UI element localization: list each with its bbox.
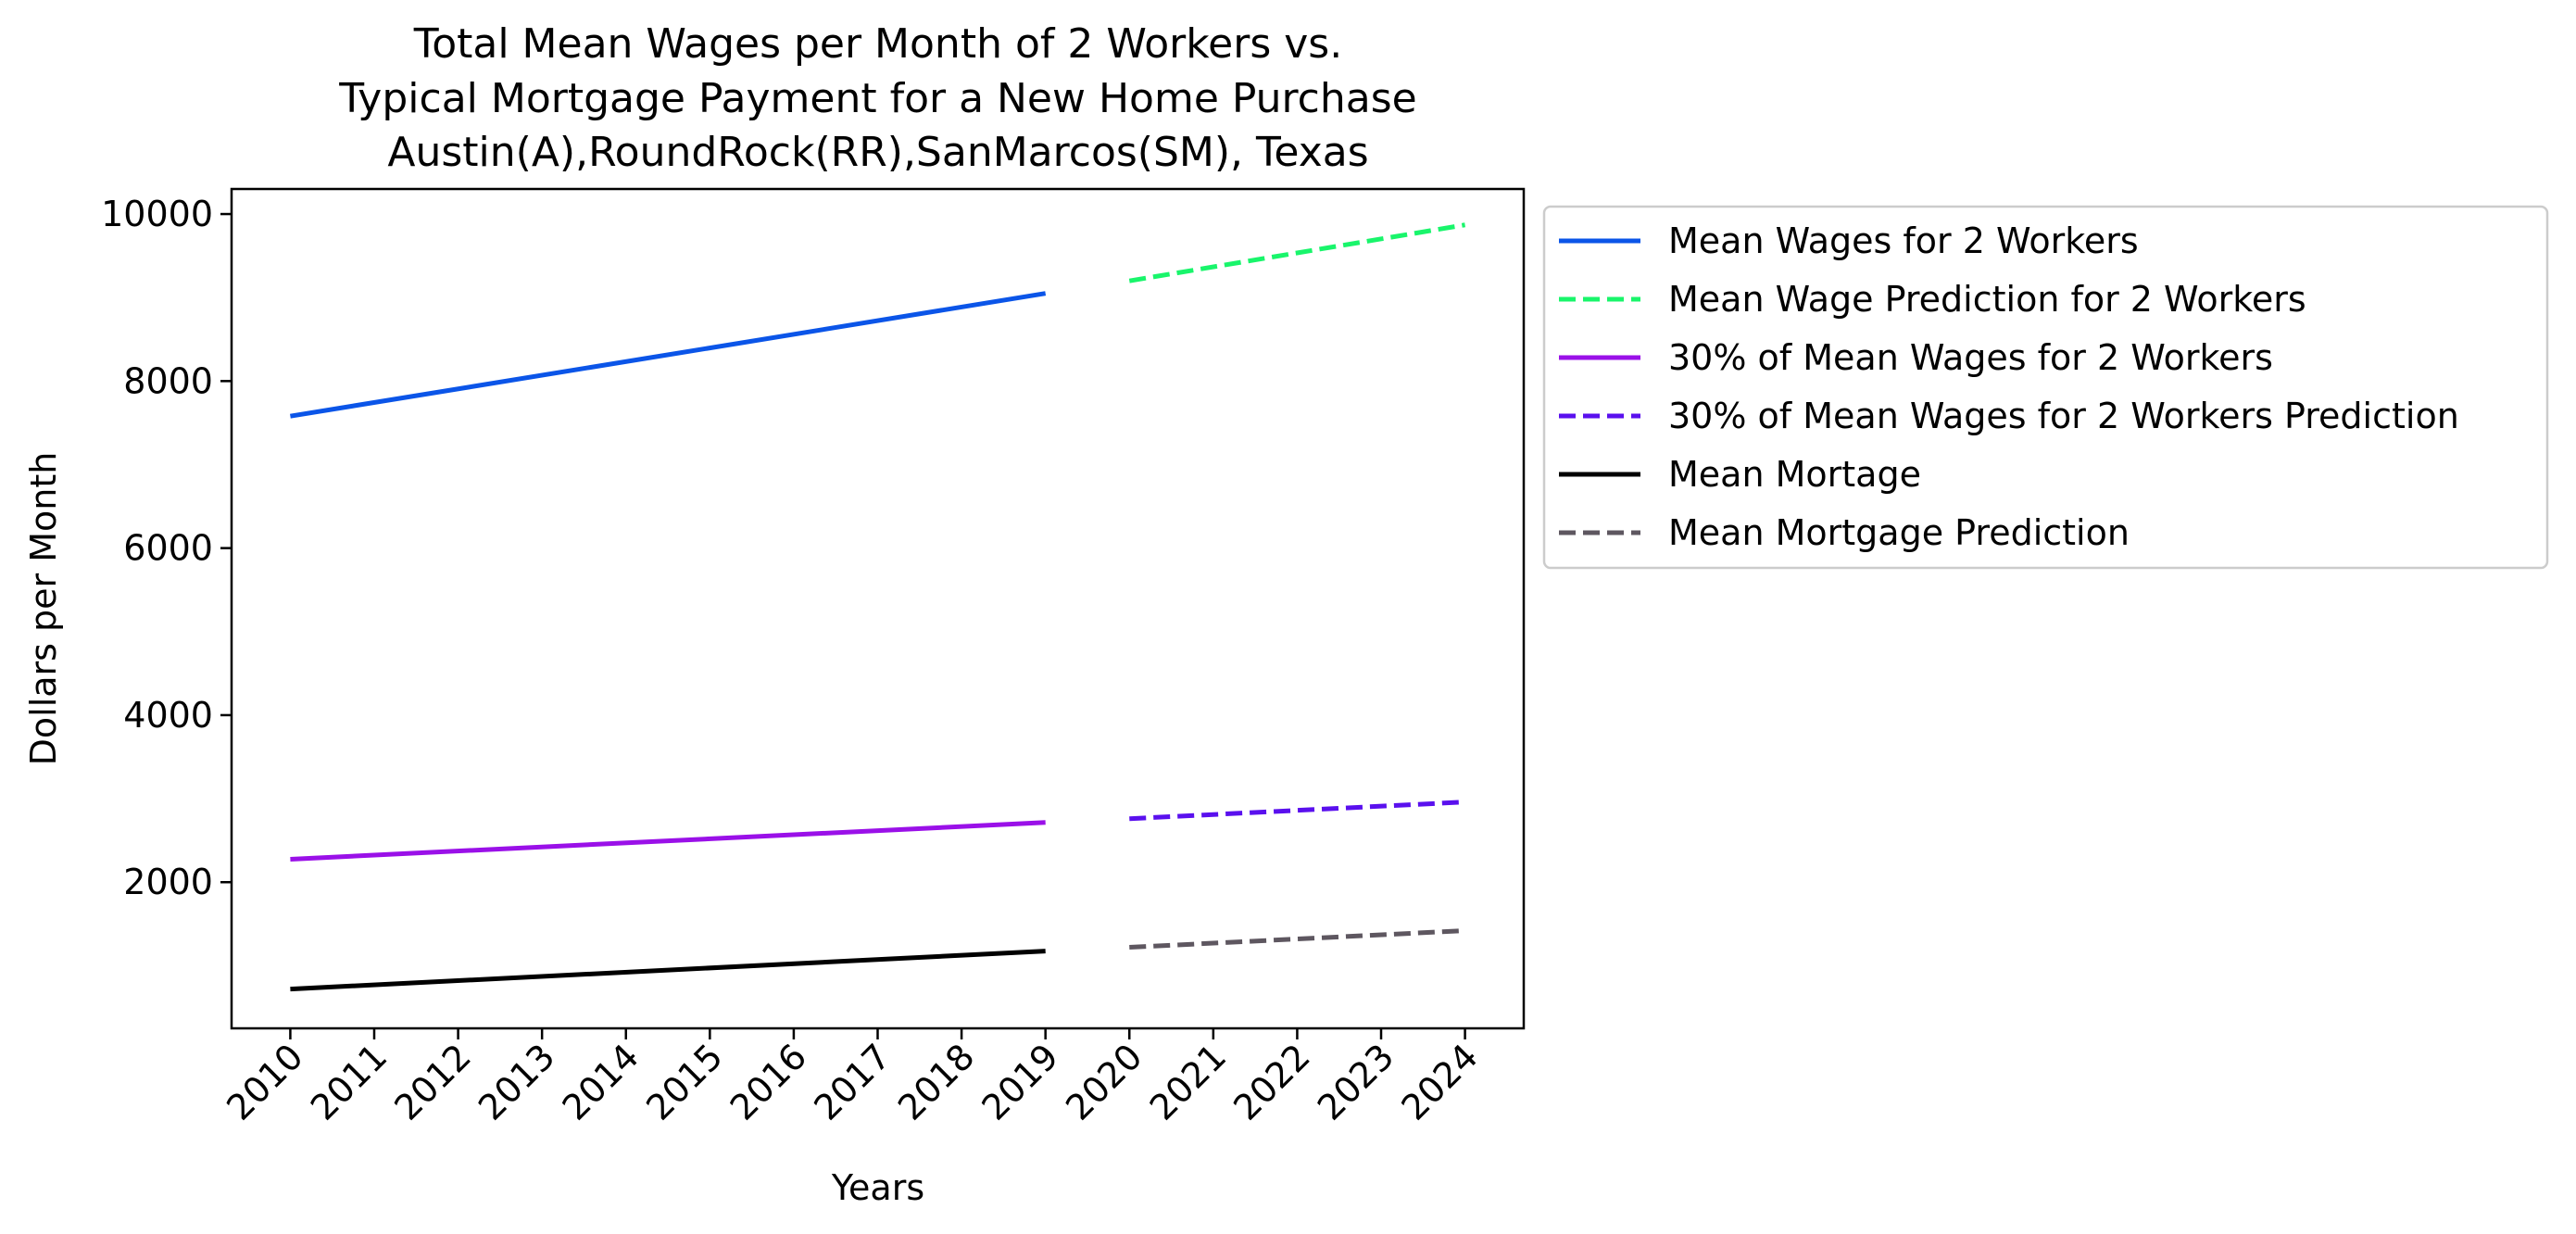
series-line-3 bbox=[290, 820, 1046, 862]
series-line-2 bbox=[1128, 222, 1466, 283]
y-tick-label: 6000 bbox=[123, 528, 213, 569]
legend-label-3: 30% of Mean Wages for 2 Workers bbox=[1668, 337, 2273, 378]
legend: Mean Wages for 2 Workers Mean Wage Predic… bbox=[1542, 205, 2549, 570]
legend-box bbox=[1542, 205, 2549, 570]
y-axis-label: Dollars per Month bbox=[23, 452, 64, 766]
y-axis: 2000 4000 6000 8000 10000 bbox=[101, 194, 232, 902]
chart-title-line-3: Austin(A),RoundRock(RR),SanMarcos(SM), T… bbox=[387, 129, 1368, 176]
legend-label-1: Mean Wages for 2 Workers bbox=[1668, 220, 2139, 261]
series-line-1 bbox=[290, 291, 1047, 419]
series-layer bbox=[290, 222, 1466, 992]
legend-label-2: Mean Wage Prediction for 2 Workers bbox=[1668, 279, 2306, 320]
y-tick-label: 10000 bbox=[101, 194, 213, 234]
chart-title-line-1: Total Mean Wages per Month of 2 Workers … bbox=[413, 20, 1342, 68]
chart-title: Total Mean Wages per Month of 2 Workers … bbox=[338, 20, 1416, 176]
y-tick-label: 8000 bbox=[123, 360, 213, 401]
y-tick-label: 2000 bbox=[123, 862, 213, 902]
legend-label-4: 30% of Mean Wages for 2 Workers Predicti… bbox=[1668, 396, 2459, 436]
legend-label-6: Mean Mortgage Prediction bbox=[1668, 512, 2130, 553]
x-axis-label: Years bbox=[831, 1167, 924, 1208]
series-line-5 bbox=[290, 949, 1046, 992]
legend-label-5: Mean Mortage bbox=[1668, 454, 1921, 495]
y-tick-label: 4000 bbox=[123, 695, 213, 736]
series-line-6 bbox=[1129, 928, 1465, 951]
chart-title-line-2: Typical Mortgage Payment for a New Home … bbox=[338, 75, 1416, 122]
series-line-4 bbox=[1129, 800, 1465, 822]
